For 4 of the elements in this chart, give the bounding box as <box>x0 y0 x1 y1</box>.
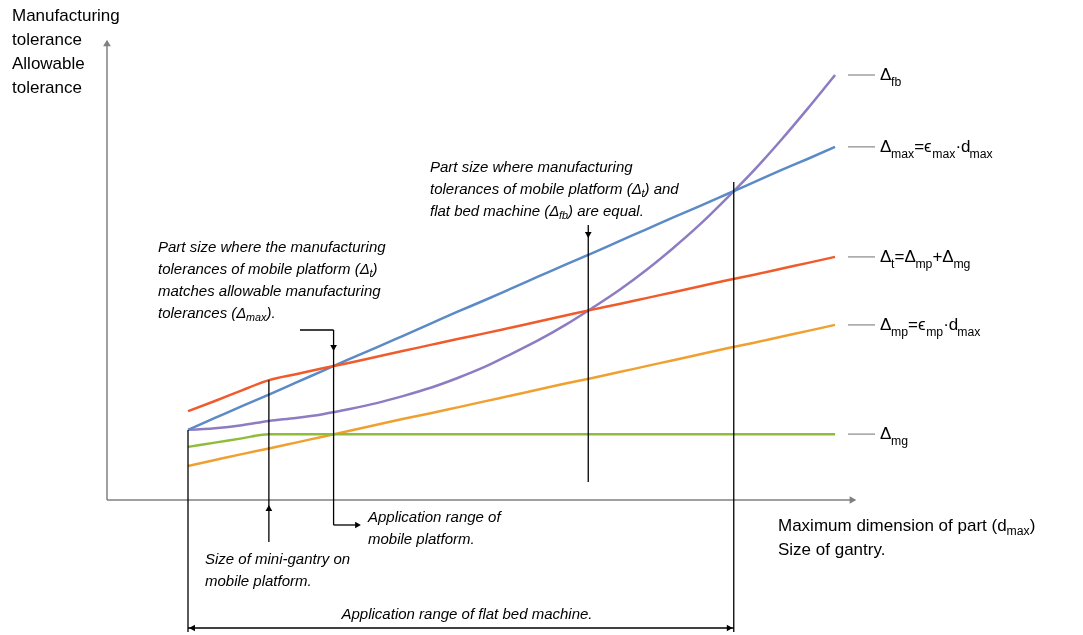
y-axis-title: Manufacturing tolerance Allowable tolerance <box>12 6 120 97</box>
text: Application range of flat bed machine. <box>340 605 593 622</box>
text: Application range of mobile platform. <box>367 508 503 547</box>
text: Size of mini-gantry on mobile platform. <box>205 550 351 589</box>
